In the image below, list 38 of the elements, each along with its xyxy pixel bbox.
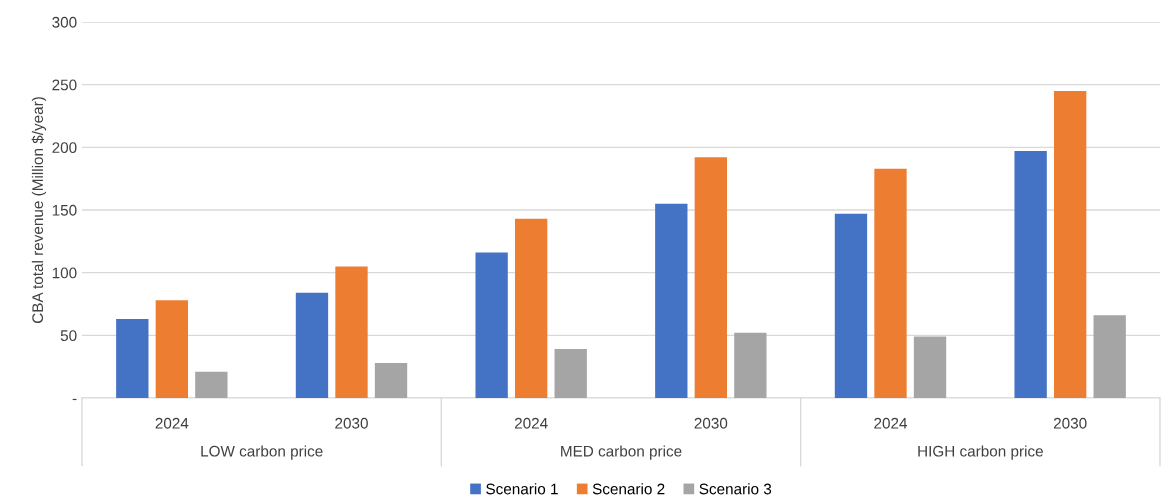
x-tick-label: 2024: [155, 417, 189, 429]
bar: [475, 252, 508, 398]
bar: [734, 332, 767, 398]
y-tick-label: 50: [60, 330, 77, 342]
bar: [694, 157, 727, 398]
bar: [834, 213, 868, 398]
y-tick-label: 200: [52, 142, 77, 154]
legend-label: Scenario 2: [592, 483, 665, 495]
x-tick-label: 2024: [874, 417, 908, 429]
y-tick-label: -: [72, 398, 77, 401]
bar: [1054, 90, 1087, 398]
text: HIGH carbon price: [918, 445, 1043, 460]
legend-label: Scenario 3: [699, 483, 772, 495]
x-tick-label: 2030: [694, 417, 728, 429]
bar: [913, 336, 947, 398]
x-tick-label: 2024: [514, 417, 548, 429]
bar: [1014, 151, 1047, 398]
bar: [295, 292, 329, 398]
bar: [554, 349, 587, 398]
bar: [155, 300, 188, 398]
bar: [655, 203, 688, 398]
bar: [374, 362, 408, 398]
bar: [874, 168, 907, 398]
y-axis-title: CBA total revenue (Million $/year): [31, 97, 47, 323]
y-tick-label: 300: [52, 16, 77, 28]
bar: [1093, 315, 1126, 398]
x-tick-label: 2030: [1053, 417, 1087, 429]
bar: [335, 266, 368, 398]
text: LOW carbon price: [201, 445, 323, 460]
legend-label: Scenario 1: [486, 483, 558, 495]
bar: [116, 319, 149, 398]
bar: [515, 218, 548, 398]
y-tick-label: 250: [52, 79, 77, 91]
bar: [195, 371, 228, 398]
x-tick-label: 2030: [335, 417, 368, 429]
text: MED carbon price: [561, 445, 682, 460]
y-tick-label: 150: [52, 204, 77, 216]
y-tick-label: 100: [52, 267, 77, 279]
